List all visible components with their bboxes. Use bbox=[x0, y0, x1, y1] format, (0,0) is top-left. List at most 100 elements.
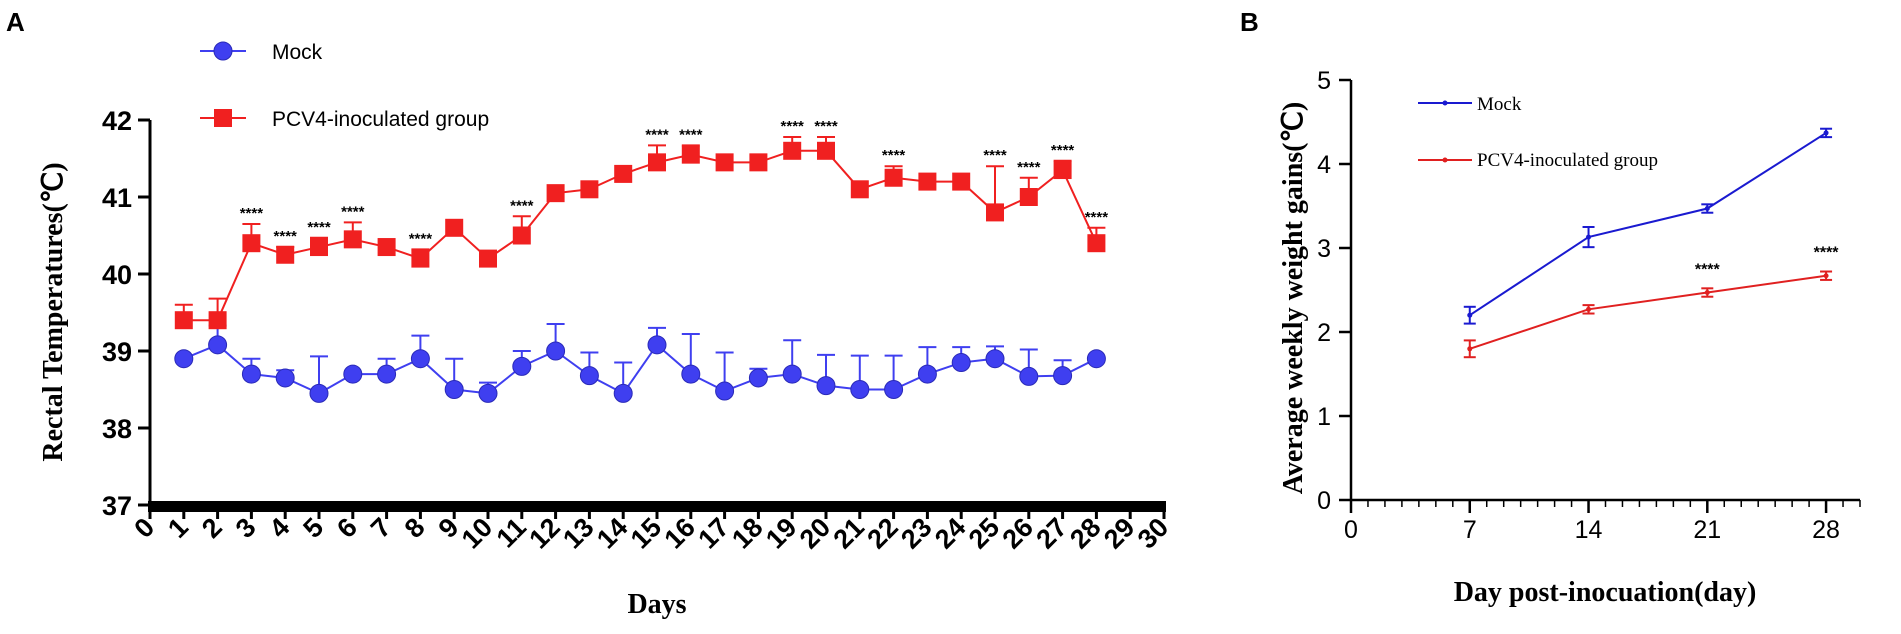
data-point bbox=[512, 226, 531, 245]
significance-label: **** bbox=[1695, 261, 1721, 278]
data-point bbox=[1704, 290, 1710, 296]
data-point bbox=[174, 311, 193, 330]
data-point bbox=[242, 234, 261, 253]
legend-pcv4-label: PCV4-inoculated group bbox=[272, 108, 489, 131]
data-point bbox=[681, 145, 700, 164]
panel-a-y-tick-label: 38 bbox=[102, 414, 132, 444]
significance-label: **** bbox=[1085, 209, 1109, 226]
data-point bbox=[1019, 366, 1039, 386]
panel-b-y-tick-label: 0 bbox=[1317, 487, 1331, 515]
panel-a-x-tick-label: 7 bbox=[365, 512, 397, 544]
series-line bbox=[183, 149, 1098, 322]
data-point bbox=[1823, 130, 1829, 136]
panel-a-x-tick-label: 9 bbox=[433, 512, 465, 544]
panel-b-x-tick-label: 0 bbox=[1344, 516, 1358, 544]
data-point bbox=[241, 364, 261, 384]
panel-a-x-tick-label: 0 bbox=[128, 512, 160, 544]
panel-a-x-tick-label: 8 bbox=[399, 512, 431, 544]
data-point bbox=[445, 218, 464, 237]
panel-b-y-tick-label: 5 bbox=[1317, 67, 1331, 95]
significance-label: **** bbox=[645, 126, 669, 143]
panel-a-x-tick-label: 1 bbox=[162, 512, 194, 544]
legend-mock-marker bbox=[213, 41, 233, 61]
data-point bbox=[410, 349, 430, 369]
significance-label: **** bbox=[781, 118, 805, 135]
data-point bbox=[275, 368, 295, 388]
panel-a-y-tick-label: 41 bbox=[102, 183, 132, 213]
panel-a-legend: Mock PCV4-inoculated group bbox=[200, 41, 489, 131]
panel-b-x-tick-label: 7 bbox=[1463, 516, 1477, 544]
data-point bbox=[444, 380, 464, 399]
data-point bbox=[377, 238, 396, 257]
data-point bbox=[918, 172, 937, 191]
series-line bbox=[1469, 274, 1827, 350]
panel-a-x-tick-label: 30 bbox=[1132, 512, 1174, 554]
significance-label: **** bbox=[983, 147, 1007, 164]
panel-a-y-axis-label: Rectal Temperatures(℃) bbox=[38, 162, 69, 461]
data-point bbox=[411, 249, 430, 268]
legend-mock-label: Mock bbox=[272, 41, 323, 64]
data-point bbox=[681, 364, 701, 384]
panel-a-x-tick-label: 3 bbox=[230, 512, 262, 544]
data-point bbox=[1053, 366, 1073, 386]
data-point bbox=[1704, 206, 1710, 212]
data-point bbox=[1586, 234, 1592, 240]
series-line bbox=[183, 343, 1097, 395]
data-point bbox=[816, 376, 836, 396]
panel-b-x-tick-label: 28 bbox=[1812, 516, 1840, 544]
panel-b-legend: Mock PCV4-inoculated group bbox=[1418, 94, 1658, 171]
panel-b-y-tick-label: 4 bbox=[1317, 151, 1331, 179]
panel-a-x-tick-label: 2 bbox=[196, 512, 228, 544]
panel-b-y-tick-label: 2 bbox=[1317, 319, 1331, 347]
significance-label: **** bbox=[1017, 159, 1041, 176]
data-point bbox=[1086, 349, 1106, 369]
data-point bbox=[1053, 161, 1072, 180]
data-point bbox=[1019, 188, 1038, 206]
data-point bbox=[546, 184, 565, 203]
significance-label: **** bbox=[679, 126, 703, 143]
data-point bbox=[748, 368, 768, 388]
panel-a-y-tick-label: 42 bbox=[102, 106, 132, 136]
data-point bbox=[512, 356, 532, 376]
data-point bbox=[546, 341, 566, 361]
data-point bbox=[479, 249, 497, 268]
panel-b-x-axis-label: Day post-inocuation(day) bbox=[1454, 577, 1757, 608]
data-point bbox=[850, 380, 870, 399]
panel-a-x-tick-label: 4 bbox=[264, 512, 296, 544]
significance-label: **** bbox=[240, 205, 264, 222]
significance-label: **** bbox=[510, 197, 534, 214]
data-point bbox=[1087, 234, 1106, 253]
data-point bbox=[985, 349, 1005, 369]
data-point bbox=[208, 335, 228, 355]
panel-b-y-tick-label: 1 bbox=[1317, 403, 1331, 431]
legend-pcv4-marker bbox=[1442, 157, 1448, 163]
significance-label: **** bbox=[882, 147, 906, 164]
series-line bbox=[1469, 132, 1827, 317]
significance-label: **** bbox=[814, 118, 838, 135]
significance-label: **** bbox=[341, 203, 365, 220]
panel-b-x-tick-label: 21 bbox=[1693, 516, 1721, 544]
legend-mock-marker bbox=[1442, 100, 1448, 106]
panel-b-y-tick-label: 3 bbox=[1317, 235, 1331, 263]
significance-label: **** bbox=[274, 228, 298, 245]
panel-a-y-tick-label: 40 bbox=[102, 260, 132, 290]
data-point bbox=[1467, 312, 1473, 318]
data-point bbox=[951, 353, 971, 373]
panel-b-series-pcv4: **** **** bbox=[1463, 245, 1839, 359]
panel-b-x-tick-label: 14 bbox=[1575, 516, 1603, 544]
significance-label: **** bbox=[1051, 142, 1075, 159]
data-point bbox=[884, 168, 903, 187]
panel-a-x-tick-label: 5 bbox=[297, 512, 329, 544]
data-point bbox=[715, 153, 734, 172]
data-point bbox=[174, 349, 194, 369]
data-point bbox=[579, 366, 599, 386]
data-point bbox=[850, 180, 869, 199]
data-point bbox=[478, 383, 498, 403]
data-point bbox=[817, 141, 835, 160]
significance-label: **** bbox=[409, 230, 433, 247]
legend-pcv4-label: PCV4-inoculated group bbox=[1477, 150, 1658, 171]
panel-a-x-tick-label: 6 bbox=[331, 512, 363, 544]
data-point bbox=[952, 172, 971, 191]
